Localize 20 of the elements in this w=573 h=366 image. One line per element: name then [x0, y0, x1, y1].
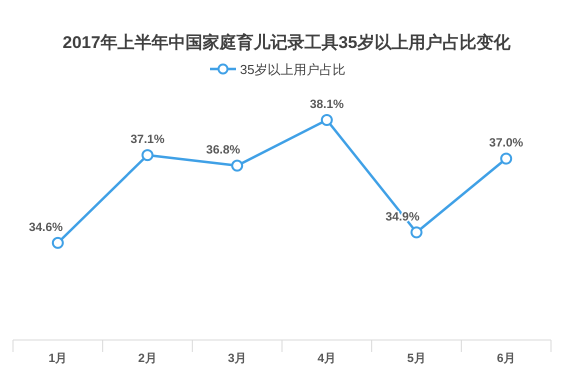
x-tick-label: 2月: [138, 351, 157, 365]
point: [52, 236, 64, 249]
chart-title: 2017年上半年中国家庭育儿记录工具35岁以上用户占比变化: [62, 32, 512, 52]
point: [410, 226, 422, 238]
data-label: 36.8%: [206, 142, 241, 157]
point: [231, 160, 244, 172]
point: [142, 149, 154, 162]
x-tick-label: 6月: [496, 351, 516, 365]
x-tick-label: 4月: [317, 351, 336, 365]
x-tick-label: 3月: [228, 351, 247, 365]
data-label: 38.1%: [310, 97, 344, 111]
point: [500, 152, 512, 165]
data-label: 37.0%: [489, 136, 524, 150]
legend: 35岁以上用户占比: [210, 62, 346, 77]
x-tick-label: 5月: [407, 351, 426, 365]
data-label: 34.6%: [28, 220, 64, 234]
legend-label: 35岁以上用户占比: [240, 62, 346, 77]
point: [320, 114, 333, 126]
x-tick-label: 1月: [48, 351, 68, 365]
data-label: 37.1%: [130, 132, 165, 146]
